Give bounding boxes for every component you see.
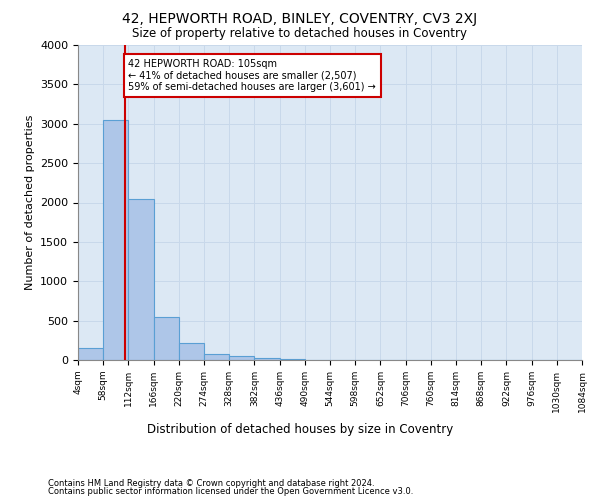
Bar — [154, 316, 179, 360]
Text: Contains public sector information licensed under the Open Government Licence v3: Contains public sector information licen… — [48, 487, 413, 496]
Bar — [204, 354, 229, 360]
Y-axis label: Number of detached properties: Number of detached properties — [25, 115, 35, 290]
Bar — [254, 358, 280, 360]
Bar — [280, 359, 305, 360]
Text: 42 HEPWORTH ROAD: 105sqm
← 41% of detached houses are smaller (2,507)
59% of sem: 42 HEPWORTH ROAD: 105sqm ← 41% of detach… — [128, 59, 376, 92]
Text: Size of property relative to detached houses in Coventry: Size of property relative to detached ho… — [133, 28, 467, 40]
Bar — [179, 342, 204, 360]
Bar — [128, 198, 154, 360]
Text: 42, HEPWORTH ROAD, BINLEY, COVENTRY, CV3 2XJ: 42, HEPWORTH ROAD, BINLEY, COVENTRY, CV3… — [122, 12, 478, 26]
Bar — [103, 120, 128, 360]
Bar — [78, 348, 103, 360]
Text: Distribution of detached houses by size in Coventry: Distribution of detached houses by size … — [147, 422, 453, 436]
Bar — [229, 356, 254, 360]
Text: Contains HM Land Registry data © Crown copyright and database right 2024.: Contains HM Land Registry data © Crown c… — [48, 478, 374, 488]
